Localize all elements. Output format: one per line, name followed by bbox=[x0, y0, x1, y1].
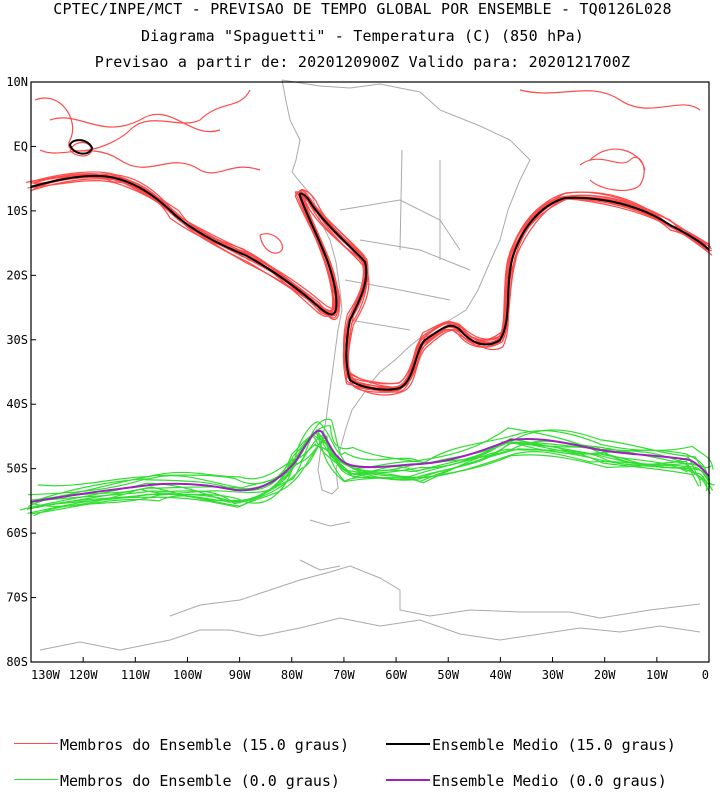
ensemble-member-line bbox=[33, 432, 708, 517]
legend-purple-mean: Ensemble Medio (0.0 graus) bbox=[386, 772, 667, 790]
longitude-axis: 130W 120W 110W 100W 90W 80W 70W 60W 50W 40W 30W 20W… bbox=[30, 657, 710, 682]
lon-tick-label: 60W bbox=[385, 668, 407, 682]
lat-tick-label: 80S bbox=[6, 655, 28, 669]
legend-purple-label: Ensemble Medio (0.0 graus) bbox=[432, 772, 667, 790]
map-frame bbox=[30, 81, 710, 663]
lat-tick-label: 70S bbox=[6, 591, 28, 605]
legend-red-members: Membros do Ensemble (15.0 graus) bbox=[14, 736, 349, 754]
lat-tick-label: 10S bbox=[6, 204, 28, 218]
lat-tick-label: 60S bbox=[6, 526, 28, 540]
ensemble-member-line bbox=[32, 418, 712, 502]
lon-tick-label: 0 bbox=[702, 668, 709, 682]
lat-tick-label: 40S bbox=[6, 397, 28, 411]
latitude-axis: 10N EQ 10S 20S 30S 40S 50S 60S 70S 80S bbox=[6, 75, 36, 669]
ensemble-mean-0c bbox=[30, 429, 710, 503]
lon-tick-label: 40W bbox=[490, 668, 512, 682]
ensemble-mean-15c-loop bbox=[68, 139, 94, 155]
lat-tick-label: 20S bbox=[6, 268, 28, 282]
lon-tick-label: 80W bbox=[281, 668, 303, 682]
lon-tick-label: 50W bbox=[437, 668, 459, 682]
lon-tick-label: 110W bbox=[121, 668, 151, 682]
lat-tick-label: 30S bbox=[6, 333, 28, 347]
chart-title: CPTEC/INPE/MCT - PREVISAO DE TEMPO GLOBA… bbox=[53, 0, 672, 18]
lon-tick-label: 30W bbox=[542, 668, 564, 682]
red-line-swatch bbox=[14, 743, 58, 744]
lon-tick-label: 100W bbox=[173, 668, 203, 682]
legend-green-label: Membros do Ensemble (0.0 graus) bbox=[60, 772, 340, 790]
lon-tick-label: 70W bbox=[333, 668, 355, 682]
ensemble-member-line bbox=[31, 421, 709, 501]
forecast-validity: Previsao a partir de: 2020120900Z Valido… bbox=[94, 53, 631, 71]
purple-line-swatch bbox=[386, 778, 430, 781]
ensemble-member-line bbox=[37, 425, 714, 487]
lon-tick-label: 130W bbox=[31, 668, 61, 682]
lon-tick-label: 90W bbox=[229, 668, 251, 682]
lat-tick-label: EQ bbox=[14, 139, 28, 153]
legend-black-label: Ensemble Medio (15.0 graus) bbox=[432, 736, 676, 754]
chart-subtitle: Diagrama "Spaguetti" - Temperatura (C) (… bbox=[140, 27, 585, 45]
ensemble-member-line bbox=[27, 430, 711, 496]
green-line-swatch bbox=[14, 779, 58, 780]
ensemble-mean-15c bbox=[30, 174, 710, 391]
legend-black-mean: Ensemble Medio (15.0 graus) bbox=[386, 736, 676, 754]
spaghetti-map: 10N EQ 10S 20S 30S 40S 50S 60S 70S 80S 130W 120W 11… bbox=[6, 75, 716, 682]
map-frame-bg bbox=[31, 82, 709, 662]
lon-tick-label: 10W bbox=[646, 668, 668, 682]
lat-tick-label: 50S bbox=[6, 462, 28, 476]
lon-tick-label: 120W bbox=[69, 668, 99, 682]
lon-tick-label: 20W bbox=[594, 668, 616, 682]
black-line-swatch bbox=[386, 742, 430, 745]
lat-tick-label: 10N bbox=[6, 75, 28, 89]
legend-green-members: Membros do Ensemble (0.0 graus) bbox=[14, 772, 340, 790]
ensemble-member-line bbox=[26, 434, 711, 510]
legend-red-label: Membros do Ensemble (15.0 graus) bbox=[60, 736, 349, 754]
